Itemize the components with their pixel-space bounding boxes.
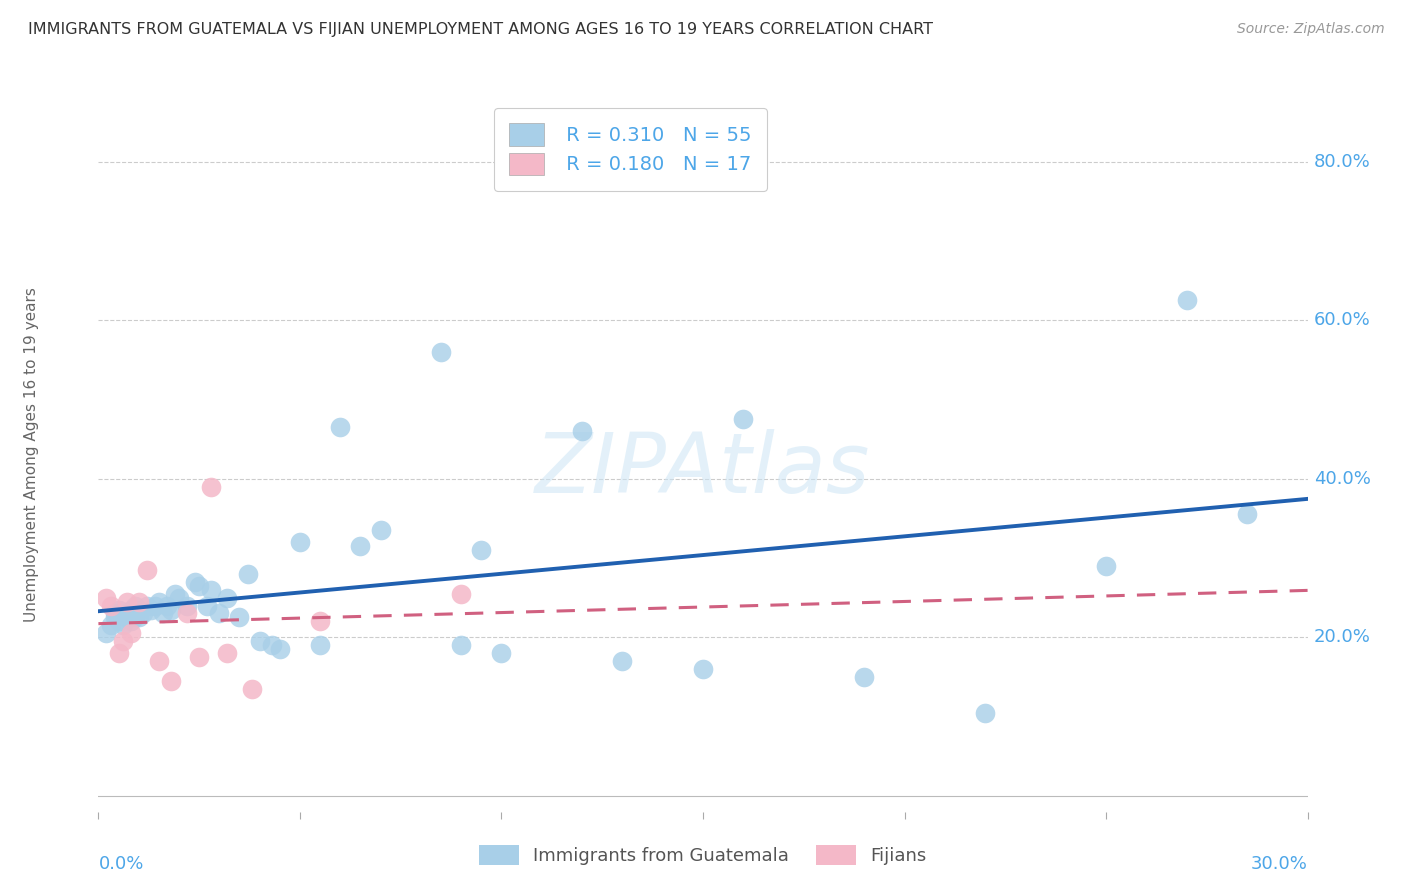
Point [100, 618, 122, 632]
Point [111, 618, 134, 632]
Text: 30.0%: 30.0% [1251, 855, 1308, 872]
Text: 60.0%: 60.0% [1313, 311, 1371, 329]
Point [853, 670, 876, 684]
Text: 80.0%: 80.0% [1313, 153, 1371, 170]
Point [135, 599, 157, 613]
Point [450, 638, 472, 652]
Point [115, 607, 138, 621]
Point [217, 646, 239, 660]
Point [217, 591, 239, 605]
Text: 40.0%: 40.0% [1313, 470, 1371, 488]
Text: Source: ZipAtlas.com: Source: ZipAtlas.com [1237, 22, 1385, 37]
Point [349, 539, 371, 553]
Point [288, 535, 311, 549]
Point [200, 582, 222, 597]
Point [733, 412, 755, 426]
Point [430, 344, 453, 359]
Point [260, 638, 283, 652]
Point [111, 634, 134, 648]
Text: IMMIGRANTS FROM GUATEMALA VS FIJIAN UNEMPLOYMENT AMONG AGES 16 TO 19 YEARS CORRE: IMMIGRANTS FROM GUATEMALA VS FIJIAN UNEM… [28, 22, 934, 37]
Point [143, 599, 166, 613]
Point [160, 673, 183, 688]
Point [152, 607, 174, 621]
Point [176, 599, 198, 613]
Point [184, 574, 207, 589]
Point [120, 602, 142, 616]
Point [612, 654, 634, 668]
Point [124, 599, 146, 613]
Text: 20.0%: 20.0% [1313, 628, 1371, 647]
Text: ZIPAtlas: ZIPAtlas [536, 429, 870, 509]
Point [107, 602, 129, 616]
Point [228, 610, 250, 624]
Point [167, 591, 190, 605]
Point [491, 646, 513, 660]
Legend: Immigrants from Guatemala, Fijians: Immigrants from Guatemala, Fijians [470, 836, 936, 874]
Point [107, 615, 129, 629]
Point [309, 615, 332, 629]
Point [115, 610, 138, 624]
Point [974, 706, 997, 720]
Point [269, 642, 291, 657]
Point [470, 543, 492, 558]
Point [249, 634, 271, 648]
Point [120, 615, 142, 629]
Point [148, 594, 170, 608]
Point [124, 610, 146, 624]
Point [132, 607, 155, 621]
Point [163, 587, 186, 601]
Point [100, 599, 122, 613]
Point [96, 591, 118, 605]
Point [103, 610, 125, 624]
Point [200, 480, 222, 494]
Point [156, 599, 179, 613]
Point [208, 607, 231, 621]
Point [692, 662, 714, 676]
Point [240, 681, 263, 696]
Point [236, 566, 259, 581]
Point [309, 638, 332, 652]
Text: Unemployment Among Ages 16 to 19 years: Unemployment Among Ages 16 to 19 years [24, 287, 39, 623]
Point [115, 594, 138, 608]
Point [139, 602, 162, 616]
Point [571, 424, 593, 438]
Point [188, 579, 211, 593]
Point [1095, 558, 1118, 573]
Point [195, 599, 218, 613]
Point [148, 654, 170, 668]
Text: 0.0%: 0.0% [98, 855, 143, 872]
Point [1175, 293, 1198, 308]
Point [160, 602, 183, 616]
Point [188, 650, 211, 665]
Point [135, 563, 157, 577]
Point [329, 420, 352, 434]
Point [450, 587, 472, 601]
Point [176, 607, 198, 621]
Point [128, 610, 150, 624]
Point [370, 523, 392, 537]
Point [96, 626, 118, 640]
Point [103, 607, 125, 621]
Point [128, 602, 150, 616]
Point [128, 594, 150, 608]
Point [1236, 508, 1258, 522]
Point [107, 646, 129, 660]
Point [120, 626, 142, 640]
